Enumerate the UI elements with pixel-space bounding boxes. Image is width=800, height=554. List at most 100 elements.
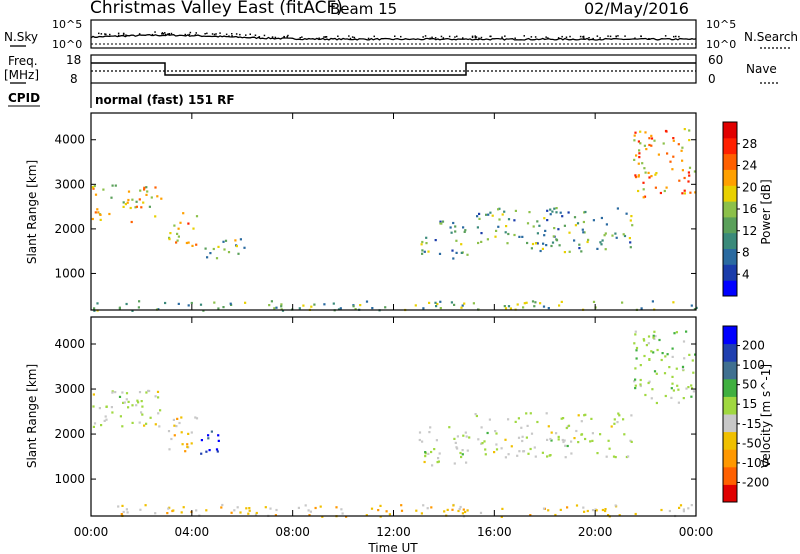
data-cell: [642, 196, 645, 199]
data-cell: [583, 414, 586, 417]
freq-panel: Freq. [MHz] 18 8 60 0 Nave: [4, 53, 780, 86]
data-cell: [625, 212, 628, 215]
nsky-point: [301, 36, 303, 38]
data-cell: [421, 440, 424, 443]
data-cell: [143, 186, 146, 189]
data-cell: [488, 418, 491, 421]
data-cell: [462, 434, 465, 437]
nsky-point: [206, 32, 208, 35]
nsky-point: [596, 35, 599, 37]
nsky-point: [534, 36, 537, 38]
data-cell: [566, 506, 569, 509]
data-cell: [210, 430, 213, 433]
nsky-point: [219, 32, 221, 34]
data-cell: [690, 504, 693, 507]
data-cell: [400, 504, 403, 507]
data-cell: [422, 504, 425, 507]
data-cell: [592, 219, 595, 222]
data-cell: [190, 442, 193, 445]
data-cell: [681, 146, 684, 149]
colorbar-tick-label: 8: [742, 246, 750, 260]
data-cell: [158, 425, 161, 428]
data-cell: [608, 447, 611, 450]
data-cell: [323, 303, 326, 306]
data-cell: [111, 391, 114, 394]
data-cell: [439, 220, 442, 223]
colorbar-band: [723, 169, 737, 186]
nsky-point: [249, 33, 251, 35]
nsky-point: [367, 37, 370, 40]
colorbar-tick-label: 200: [742, 339, 765, 353]
data-cell: [582, 220, 585, 224]
data-cell: [630, 440, 633, 443]
data-cell: [130, 220, 133, 224]
data-cell: [633, 134, 636, 137]
data-cell: [339, 307, 342, 310]
nsky-point: [324, 36, 327, 38]
data-cell: [662, 142, 665, 145]
data-cell: [452, 257, 455, 260]
data-cell: [639, 383, 642, 386]
nave-tick-low: 0: [708, 72, 716, 86]
data-cell: [93, 309, 96, 312]
data-cell: [157, 308, 160, 311]
data-cell: [546, 209, 549, 212]
y-tick-label: 1000: [54, 266, 85, 280]
data-cell: [613, 422, 616, 425]
nsky-point: [239, 33, 241, 36]
data-cell: [589, 440, 592, 443]
data-cell: [591, 439, 594, 442]
data-cell: [581, 228, 584, 231]
nsky-point: [547, 37, 549, 39]
data-cell: [664, 394, 667, 398]
data-cell: [134, 206, 137, 209]
data-cell: [634, 512, 637, 516]
colorbar-band: [723, 280, 737, 297]
colorbar-band: [723, 153, 737, 170]
data-cell: [690, 384, 693, 387]
data-cell: [521, 435, 524, 438]
data-cell: [138, 300, 141, 303]
data-cell: [534, 242, 538, 245]
data-cell: [388, 513, 391, 516]
data-cell: [234, 239, 237, 242]
nsearch-tick-low: 10^0: [706, 38, 736, 51]
nsky-point: [138, 33, 141, 35]
data-cell: [643, 195, 647, 198]
nsky-point: [109, 33, 111, 36]
data-cell: [224, 239, 228, 242]
data-cell: [693, 170, 696, 173]
data-cell: [530, 247, 533, 250]
nsky-point: [123, 33, 125, 35]
data-cell: [180, 416, 183, 419]
data-cell: [527, 452, 530, 455]
data-cell: [131, 309, 134, 312]
data-cell: [580, 250, 583, 253]
data-cell: [236, 506, 239, 509]
data-cell: [634, 174, 637, 177]
data-cell: [156, 195, 159, 198]
data-cell: [605, 223, 608, 226]
data-cell: [671, 347, 674, 350]
data-cell: [514, 209, 517, 212]
data-cell: [547, 307, 550, 310]
data-cell: [217, 307, 220, 310]
data-cell: [673, 332, 676, 335]
data-cell: [307, 509, 310, 512]
data-cell: [139, 189, 142, 192]
data-cell: [514, 420, 517, 423]
data-cell: [175, 425, 178, 428]
data-cell: [625, 455, 628, 459]
data-cell: [554, 513, 557, 517]
data-cell: [268, 304, 271, 307]
data-cell: [147, 389, 150, 392]
data-cell: [615, 236, 618, 239]
data-cell: [156, 390, 160, 393]
data-cell: [568, 250, 571, 253]
data-cell: [671, 375, 674, 378]
data-cell: [157, 412, 160, 415]
data-cell: [243, 246, 246, 249]
data-cell: [685, 330, 688, 333]
nsky-point: [348, 35, 350, 37]
data-cell: [675, 331, 678, 334]
